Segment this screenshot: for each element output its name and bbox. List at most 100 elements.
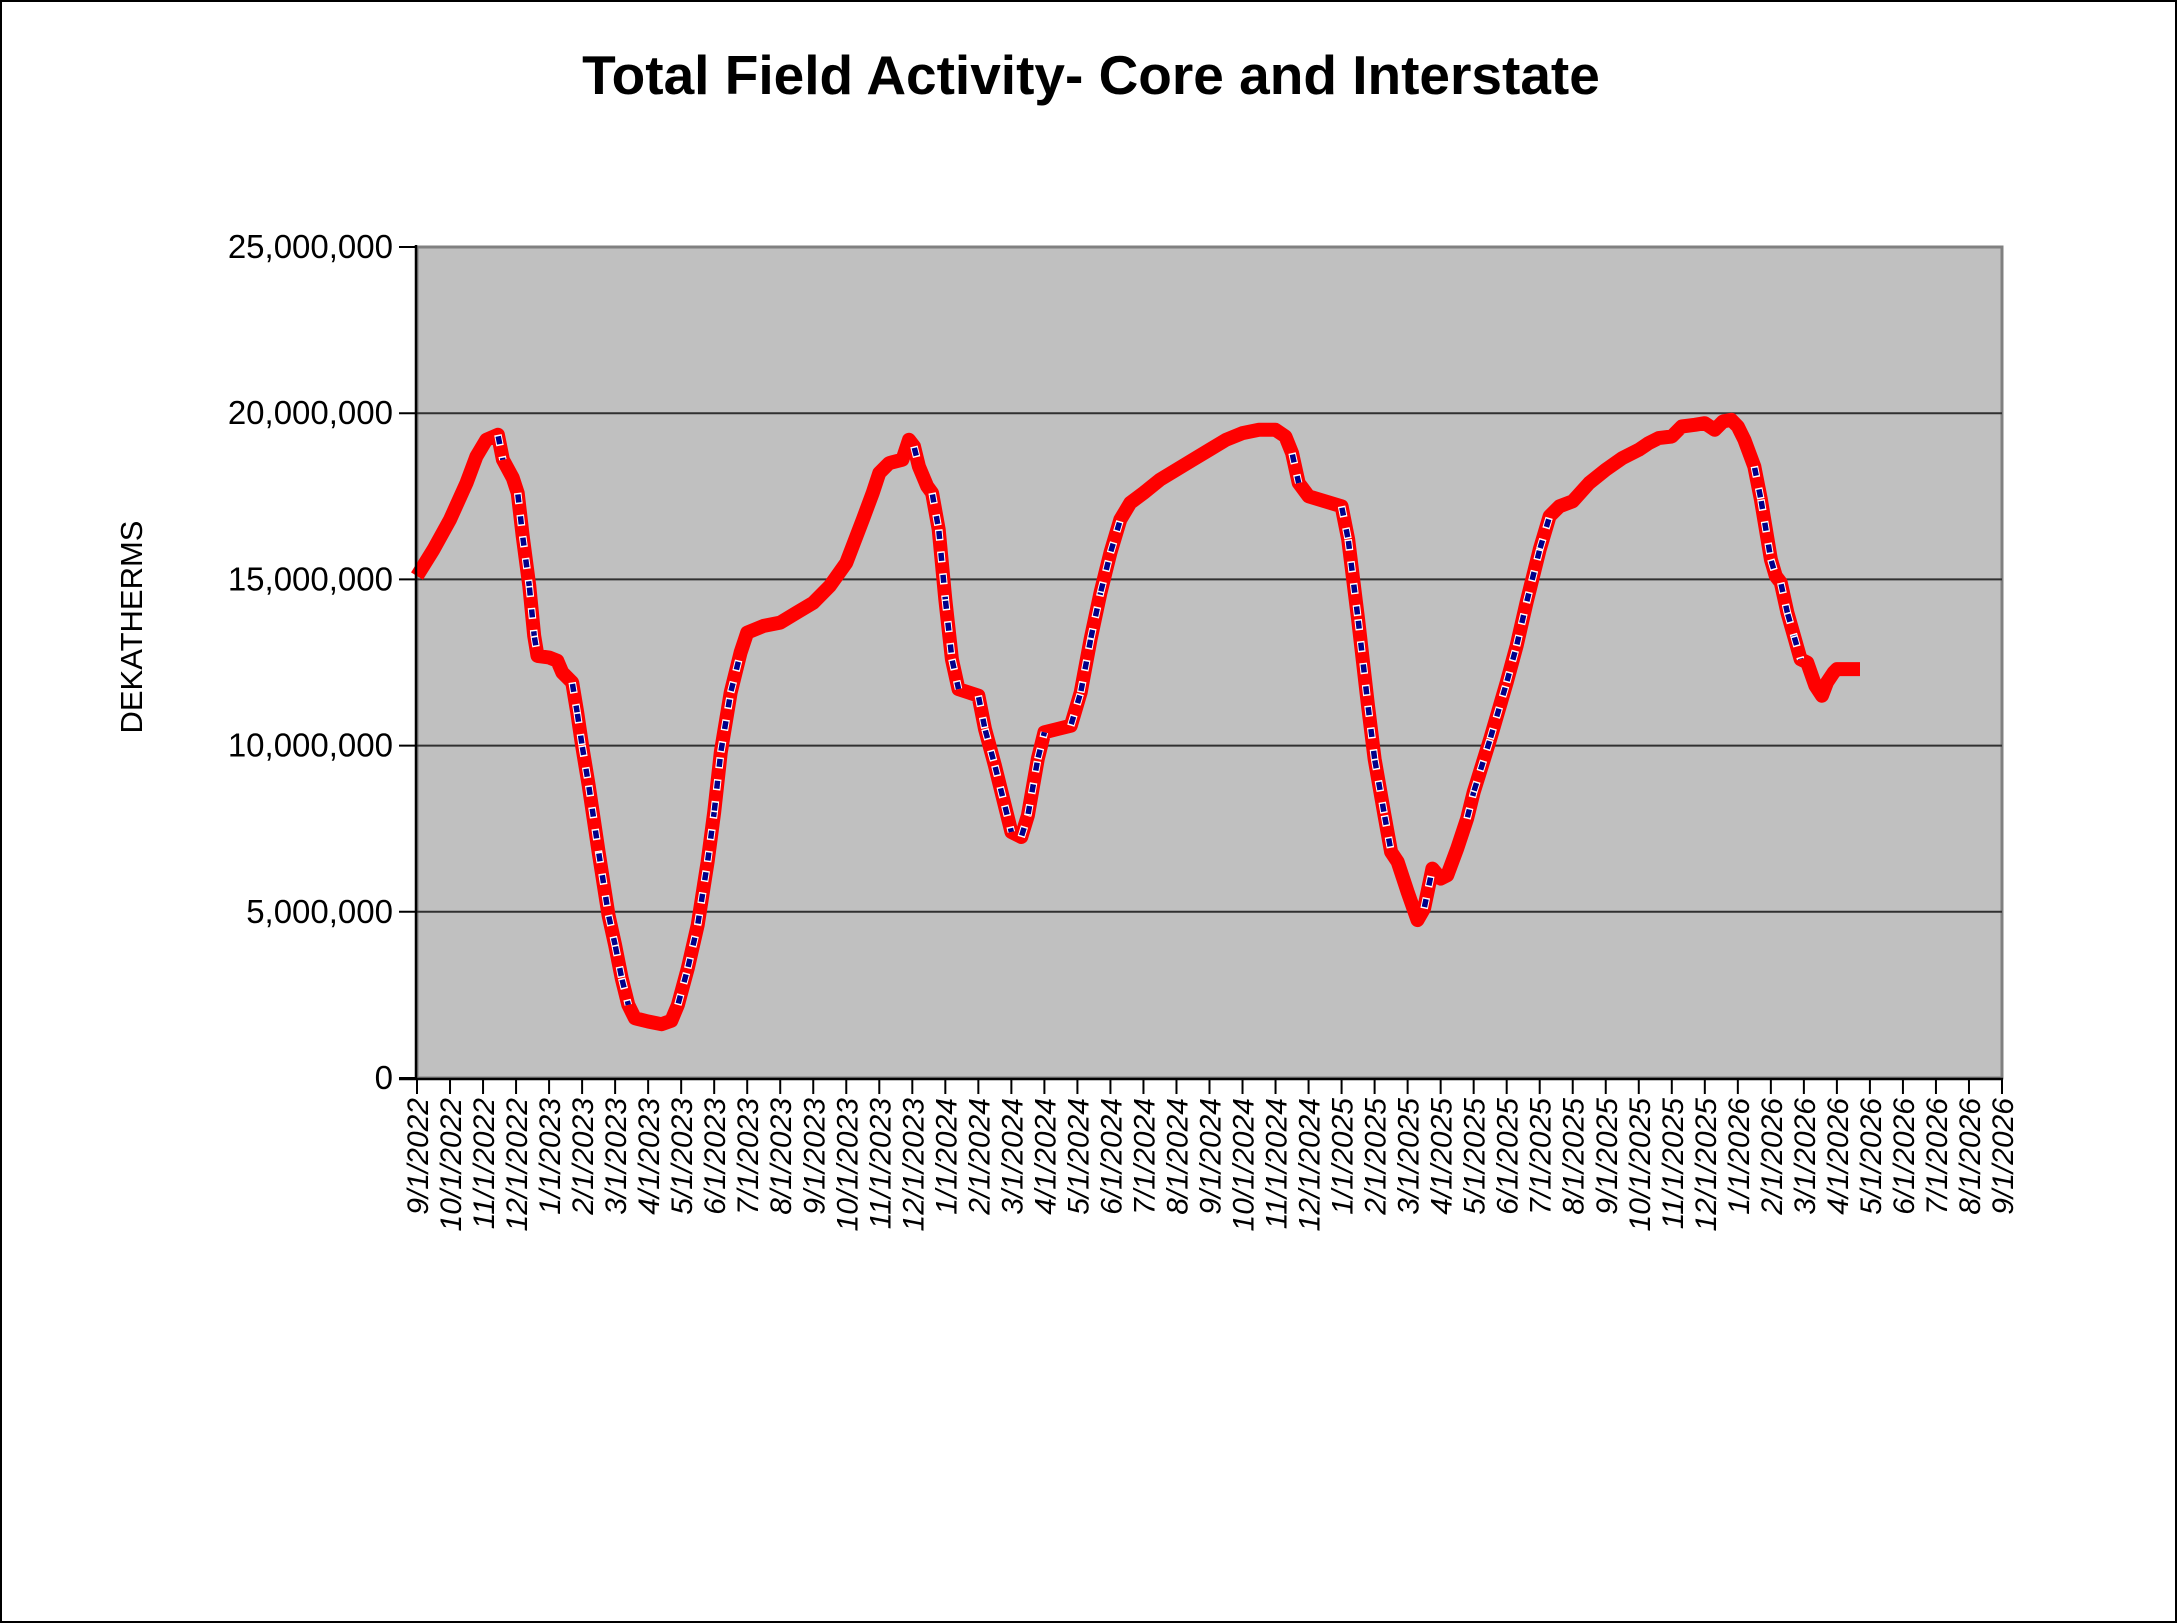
- x-tick-label: 10/1/2025: [1624, 1098, 1657, 1232]
- x-tick-label: 12/1/2022: [501, 1098, 534, 1232]
- series-dash-gap: [1344, 539, 1362, 620]
- x-tick-label: 6/1/2023: [699, 1098, 732, 1215]
- x-tick-label: 10/1/2022: [435, 1098, 468, 1232]
- series-dash: [1768, 558, 1779, 577]
- x-tick-label: 11/1/2022: [468, 1098, 501, 1230]
- x-tick-label: 2/1/2024: [963, 1098, 996, 1216]
- x-tick-label: 1/1/2024: [930, 1098, 963, 1215]
- x-tick-label: 4/1/2023: [633, 1098, 666, 1215]
- x-tick-label: 2/1/2026: [1756, 1098, 1789, 1216]
- x-tick-label: 5/1/2023: [666, 1098, 699, 1215]
- series-dash: [1471, 738, 1493, 793]
- series-dash: [595, 851, 612, 916]
- x-tick-label: 6/1/2024: [1095, 1098, 1128, 1215]
- x-tick-label: 8/1/2024: [1161, 1098, 1194, 1215]
- x-tick-label: 7/1/2024: [1128, 1098, 1161, 1215]
- series-dash: [949, 658, 962, 690]
- x-tick-label: 5/1/2024: [1062, 1098, 1095, 1215]
- series-dash: [1751, 465, 1764, 501]
- x-tick-label: 4/1/2024: [1029, 1098, 1062, 1215]
- series-dash: [531, 635, 541, 657]
- series-dash: [495, 434, 506, 461]
- series-dash: [1068, 691, 1084, 727]
- series-dash: [526, 585, 537, 637]
- series-dash: [612, 944, 625, 979]
- series-dash: [1107, 518, 1123, 554]
- x-tick-label: 8/1/2026: [1954, 1098, 1987, 1215]
- x-tick-label: 11/1/2023: [864, 1098, 897, 1230]
- x-tick-label: 4/1/2025: [1426, 1098, 1459, 1215]
- series-dash: [982, 728, 998, 767]
- gridlines: [417, 412, 2002, 913]
- series-dash: [728, 651, 744, 694]
- series-dash: [704, 811, 717, 863]
- x-tick-label: 9/1/2025: [1591, 1098, 1624, 1215]
- series-dash: [1421, 868, 1436, 910]
- x-tick-label: 2/1/2023: [567, 1098, 600, 1216]
- series-dash: [1338, 505, 1351, 541]
- y-tick-label: 25,000,000: [228, 228, 393, 265]
- y-tick-label: 15,000,000: [228, 560, 393, 597]
- x-tick-label: 7/1/2026: [1921, 1098, 1954, 1215]
- y-tick-label: 0: [375, 1059, 393, 1096]
- series-dash: [1513, 602, 1530, 647]
- series-dash: [579, 745, 592, 786]
- series-dash: [975, 695, 988, 730]
- series-dash: [1784, 611, 1797, 637]
- axes: [399, 245, 2003, 1094]
- series-dash: [1365, 705, 1378, 760]
- x-tick-label: 11/1/2024: [1261, 1098, 1294, 1229]
- x-tick-label: 9/1/2024: [1195, 1098, 1228, 1215]
- series-dash: [574, 711, 585, 747]
- series-dash: [1087, 592, 1104, 640]
- series-dash: [942, 599, 955, 660]
- series-dash: [1487, 681, 1510, 740]
- plot-area-group: [415, 245, 2004, 1080]
- x-tick-label: 7/1/2023: [732, 1098, 765, 1215]
- series-dash: [605, 914, 618, 946]
- axis-labels: 0 5,000,000 10,000,000 15,000,000 20,000,000…: [228, 228, 2020, 1231]
- series-dash: [1371, 758, 1388, 816]
- series-dash: [1537, 515, 1553, 551]
- x-tick-label: 12/1/2024: [1294, 1098, 1327, 1231]
- x-tick-label: 11/1/2025: [1657, 1098, 1690, 1230]
- chart-title: Total Field Activity- Core and Interstat…: [582, 44, 1600, 106]
- x-tick-label: 1/1/2025: [1327, 1098, 1360, 1215]
- x-tick-label: 6/1/2026: [1888, 1098, 1921, 1215]
- series-dash: [718, 691, 734, 753]
- x-tick-label: 6/1/2025: [1492, 1098, 1525, 1215]
- x-tick-label: 3/1/2026: [1789, 1098, 1822, 1215]
- x-tick-label: 12/1/2025: [1690, 1098, 1723, 1232]
- y-tick-label: 5,000,000: [246, 893, 393, 930]
- series-dash: [1523, 548, 1543, 604]
- x-tick-label: 9/1/2022: [402, 1098, 435, 1215]
- series-dash: [1758, 499, 1774, 560]
- series-dash: [992, 764, 1008, 807]
- series-dash: [1464, 791, 1477, 820]
- x-tick-label: 3/1/2023: [600, 1098, 633, 1215]
- x-tick-label: 5/1/2025: [1459, 1098, 1492, 1215]
- x-tick-label: 8/1/2025: [1558, 1098, 1591, 1215]
- x-tick-label: 9/1/2026: [1987, 1098, 2020, 1215]
- x-tick-label: 7/1/2025: [1525, 1098, 1558, 1215]
- series-dash: [694, 861, 711, 926]
- series-dash: [911, 445, 922, 468]
- series-dash: [1381, 814, 1394, 853]
- x-tick-label: 12/1/2023: [897, 1098, 930, 1232]
- series-dash: [1791, 635, 1804, 660]
- series-dash: [1504, 645, 1520, 684]
- x-tick-label: 3/1/2025: [1393, 1098, 1426, 1215]
- y-tick-label: 10,000,000: [228, 727, 393, 764]
- series-dash: [619, 977, 632, 1006]
- series-dash: [1035, 731, 1048, 760]
- series-dash: [685, 924, 701, 969]
- y-axis-title: DEKATHERMS: [114, 520, 149, 733]
- y-tick-label: 20,000,000: [228, 394, 393, 431]
- series-dash: [1355, 618, 1371, 707]
- x-tick-label: 1/1/2026: [1723, 1098, 1756, 1215]
- x-tick-label: 1/1/2023: [534, 1098, 567, 1215]
- series-dash: [675, 967, 691, 1006]
- series-group: [411, 412, 1860, 1032]
